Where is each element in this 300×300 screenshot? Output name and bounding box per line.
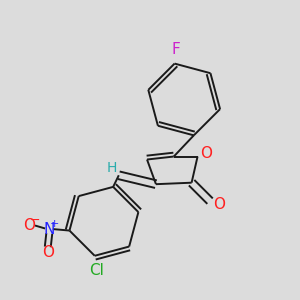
Text: O: O bbox=[200, 146, 212, 161]
Text: H: H bbox=[106, 161, 116, 175]
Text: Cl: Cl bbox=[89, 262, 104, 278]
Text: O: O bbox=[23, 218, 35, 233]
Text: N: N bbox=[44, 222, 55, 237]
Text: F: F bbox=[172, 42, 180, 57]
Text: O: O bbox=[213, 196, 225, 211]
Text: +: + bbox=[50, 219, 59, 229]
Text: −: − bbox=[30, 214, 40, 227]
Text: O: O bbox=[42, 245, 54, 260]
